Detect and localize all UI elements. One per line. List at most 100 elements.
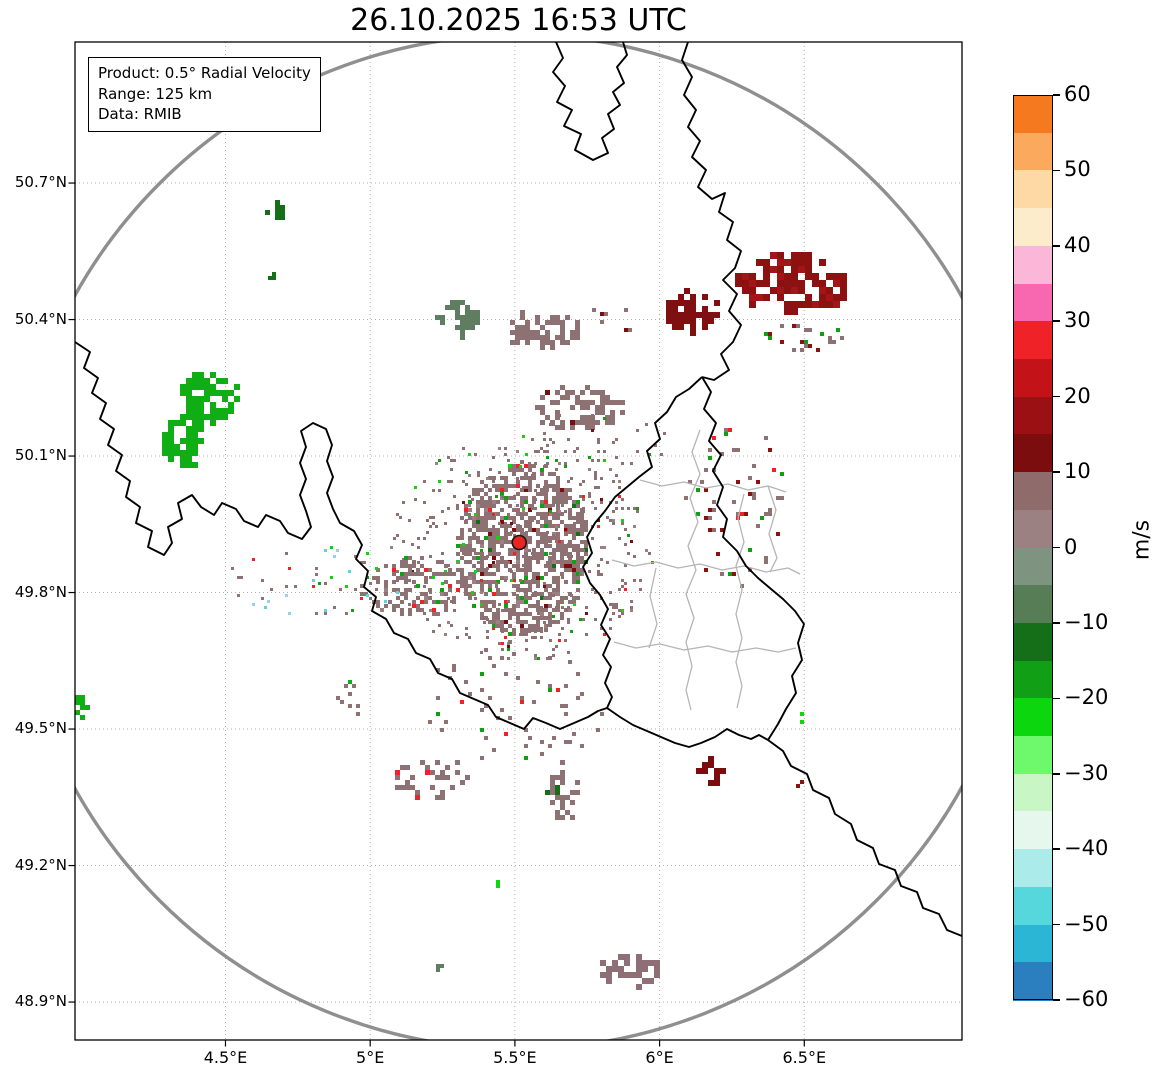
radar-echo-cell	[423, 537, 426, 540]
radar-echo-cell	[484, 736, 488, 740]
radar-echo-cell	[324, 612, 327, 615]
radar-echo-cell	[552, 534, 555, 537]
radar-echo-cell	[210, 384, 216, 390]
radar-echo-cell	[524, 488, 528, 492]
radar-echo-cell	[524, 552, 528, 556]
radar-echo-cell	[460, 516, 464, 520]
radar-echo-cell	[791, 273, 798, 280]
radar-echo-cell	[749, 294, 756, 301]
radar-echo-cell	[440, 770, 445, 775]
radar-echo-cell	[512, 564, 516, 568]
radar-echo-cell	[714, 300, 720, 306]
radar-echo-cell	[548, 620, 552, 624]
radar-echo-cell	[420, 760, 425, 765]
radar-echo-cell	[428, 596, 432, 600]
y-tick-label: 49.8°N	[14, 582, 67, 601]
radar-echo-cell	[520, 325, 525, 330]
radar-echo-cell	[564, 564, 568, 568]
radar-echo-cell	[472, 580, 476, 584]
radar-echo-cell	[544, 480, 548, 484]
radar-echo-cell	[480, 600, 483, 603]
radar-echo-cell	[534, 462, 537, 465]
radar-echo-cell	[615, 438, 618, 441]
colorbar-tick-label: 40	[1064, 232, 1091, 257]
radar-echo-cell	[594, 507, 597, 510]
radar-echo-cell	[524, 628, 528, 632]
border-luxembourg-east	[701, 376, 805, 741]
radar-echo-cell	[444, 604, 448, 608]
radar-echo-cell	[524, 556, 528, 560]
radar-echo-cell	[396, 579, 399, 582]
radar-echo-cell	[516, 556, 520, 560]
radar-echo-cell	[522, 435, 525, 438]
radar-echo-cell	[480, 612, 484, 616]
radar-echo-cell	[424, 600, 428, 604]
radar-echo-cell	[210, 414, 216, 420]
radar-echo-cell	[480, 504, 484, 508]
radar-echo-cell	[468, 576, 472, 580]
radar-echo-cell	[534, 636, 537, 639]
radar-echo-cell	[784, 301, 791, 308]
colorbar-band	[1013, 208, 1053, 247]
radar-echo-cell	[525, 639, 528, 642]
radar-echo-cell	[411, 543, 414, 546]
radar-echo-cell	[524, 520, 528, 524]
radar-echo-cell	[210, 420, 216, 426]
radar-echo-cell	[477, 474, 480, 477]
radar-echo-cell	[369, 582, 372, 585]
radar-echo-cell	[672, 300, 678, 306]
radar-echo-cell	[513, 579, 516, 582]
radar-echo-cell	[496, 608, 500, 612]
radar-echo-cell	[564, 492, 568, 496]
radar-echo-cell	[512, 472, 516, 476]
radar-echo-cell	[475, 320, 480, 325]
radar-echo-cell	[75, 700, 80, 705]
radar-echo-cell	[508, 516, 512, 520]
radar-echo-cell	[556, 580, 560, 584]
radar-echo-cell	[621, 522, 624, 525]
radar-echo-cell	[585, 525, 588, 528]
radar-echo-cell	[354, 555, 357, 558]
radar-echo-cell	[780, 340, 784, 344]
radar-echo-cell	[702, 294, 708, 300]
radar-echo-cell	[520, 315, 525, 320]
radar-echo-cell	[186, 450, 192, 456]
radar-echo-cell	[536, 600, 540, 604]
radar-echo-cell	[654, 966, 660, 972]
radar-echo-cell	[684, 300, 690, 306]
radar-echo-cell	[558, 462, 561, 465]
radar-echo-cell	[666, 300, 672, 306]
radar-echo-cell	[558, 600, 561, 603]
radar-echo-cell	[508, 612, 512, 616]
radar-echo-cell	[534, 594, 537, 597]
y-tick-label: 49.2°N	[14, 855, 67, 874]
radar-echo-cell	[560, 780, 565, 785]
radar-echo-cell	[536, 520, 540, 524]
radar-echo-cell	[712, 528, 716, 532]
radar-echo-cell	[492, 525, 495, 528]
radar-echo-cell	[408, 588, 412, 592]
radar-echo-cell	[548, 684, 552, 688]
radar-echo-cell	[714, 780, 720, 786]
radar-echo-cell	[556, 576, 560, 580]
radar-echo-cell	[404, 596, 408, 600]
radar-echo-cell	[460, 556, 464, 560]
radar-echo-cell	[228, 402, 234, 408]
radar-echo-cell	[228, 408, 234, 414]
radar-echo-cell	[536, 560, 540, 564]
radar-echo-cell	[456, 636, 459, 639]
radar-echo-cell	[447, 597, 450, 600]
radar-echo-cell	[606, 417, 609, 420]
radar-echo-cell	[528, 480, 532, 484]
radar-echo-cell	[540, 548, 544, 552]
radar-echo-cell	[522, 486, 525, 489]
radar-echo-cell	[216, 408, 222, 414]
radar-echo-cell	[519, 525, 522, 528]
radar-echo-cell	[544, 552, 548, 556]
radar-echo-cell	[476, 508, 480, 512]
radar-echo-cell	[435, 775, 440, 780]
radar-echo-cell	[555, 415, 560, 420]
radar-echo-cell	[492, 532, 496, 536]
radar-echo-cell	[791, 301, 798, 308]
